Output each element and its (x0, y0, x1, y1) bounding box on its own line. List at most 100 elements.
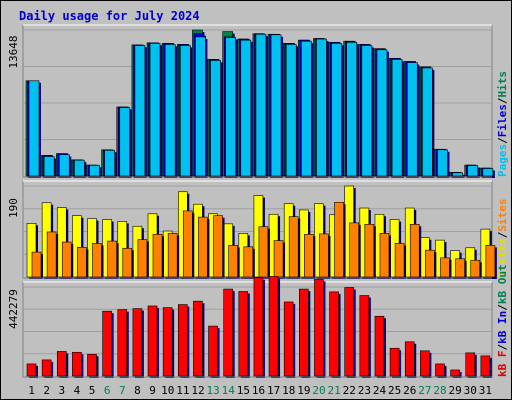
legend-entry: Hits (496, 71, 509, 98)
x-tick-label: 31 (479, 384, 492, 397)
bar-kb-f-day-4 (72, 351, 82, 377)
bar-sites-day-14 (228, 245, 238, 278)
bar-kb-f-day-16 (253, 277, 264, 377)
legend-entry: kB F (496, 351, 509, 378)
x-tick-label: 7 (119, 384, 126, 397)
bar-kb-f-day-29 (450, 369, 460, 377)
bar-kb-f-day-9 (147, 305, 158, 377)
bar-pages-day-14 (225, 37, 236, 177)
bar-sites-day-25 (394, 243, 405, 278)
bar-kb-f-day-21 (329, 291, 339, 377)
bar-sites-day-4 (77, 247, 87, 278)
bar-sites-day-26 (409, 224, 420, 278)
bar-pages-day-28 (437, 149, 448, 177)
bar-pages-day-29 (452, 172, 463, 177)
bar-kb-f-day-27 (420, 350, 430, 377)
bar-kb-f-day-5 (87, 353, 97, 377)
bar-sites-day-10 (167, 233, 178, 278)
panel-legend: kB F/kB In/kB Out (496, 264, 509, 377)
x-tick-label: 10 (161, 384, 174, 397)
legend-entry: / (496, 97, 509, 104)
bar-kb-f-day-7 (117, 309, 128, 377)
bar-pages-day-17 (270, 34, 282, 177)
bar-pages-day-22 (346, 41, 358, 177)
x-tick-label: 25 (388, 384, 401, 397)
bar-sites-day-7 (122, 247, 133, 278)
bar-kb-f-day-22 (344, 287, 355, 377)
bar-kb-f-day-3 (56, 351, 67, 377)
bar-pages-day-16 (255, 33, 267, 177)
x-tick-label: 20 (312, 384, 325, 397)
bar-pages-day-9 (149, 43, 161, 177)
bar-kb-f-day-10 (162, 307, 173, 377)
bar-pages-day-2 (43, 156, 55, 177)
bar-sites-day-9 (152, 234, 163, 278)
panel-legend: Visits/Sites (496, 199, 509, 279)
legend-entry: / (496, 137, 509, 144)
x-tick-label: 1 (28, 384, 35, 397)
bar-sites-day-3 (61, 241, 72, 278)
bar-pages-day-7 (119, 107, 131, 177)
bar-sites-day-8 (137, 239, 148, 278)
bar-kb-f-day-17 (268, 276, 279, 377)
bar-pages-day-11 (179, 45, 191, 177)
series-pages (28, 33, 495, 179)
panel-hits-files-pages: 13648 Pages/Files/Hits (7, 24, 509, 179)
bar-pages-day-18 (285, 44, 297, 177)
legend-entry: / (496, 344, 509, 351)
bar-sites-day-22 (349, 222, 360, 278)
x-tick-label: 5 (89, 384, 96, 397)
bar-kb-f-day-19 (299, 288, 309, 377)
series-sites (31, 201, 497, 279)
legend-entry: / (496, 304, 509, 311)
x-tick-label: 23 (358, 384, 371, 397)
bar-kb-f-day-15 (238, 291, 249, 377)
x-tick-label: 18 (282, 384, 295, 397)
legend-entry: Sites (496, 199, 509, 232)
x-tick-label: 13 (206, 384, 219, 397)
bar-sites-day-24 (379, 233, 390, 278)
bar-pages-day-20 (316, 38, 327, 177)
bar-kb-f-day-13 (208, 325, 218, 377)
x-tick-label: 6 (104, 384, 111, 397)
series-kb-f (26, 276, 492, 378)
bar-sites-day-16 (258, 226, 269, 278)
bar-sites-day-11 (182, 210, 193, 278)
legend-entry: Pages (496, 144, 509, 177)
legend-entry: / (496, 231, 509, 238)
x-tick-label: 3 (59, 384, 66, 397)
bar-kb-f-day-31 (480, 355, 491, 377)
bar-visits-day-1 (26, 223, 37, 278)
bar-pages-day-6 (104, 150, 115, 177)
bar-sites-day-23 (364, 224, 375, 278)
x-tick-label: 21 (328, 384, 341, 397)
bar-kb-f-day-25 (389, 347, 400, 377)
panel-legend: Pages/Files/Hits (496, 71, 509, 177)
x-tick-label: 29 (449, 384, 462, 397)
bar-kb-f-day-28 (435, 363, 445, 377)
bar-kb-f-day-12 (193, 300, 203, 377)
x-tick-label: 12 (191, 384, 204, 397)
panel-visits-sites: 190 Visits/Sites (7, 180, 509, 279)
bar-sites-day-19 (304, 234, 314, 278)
bar-sites-day-5 (92, 243, 102, 278)
bar-pages-day-12 (195, 36, 206, 177)
bar-pages-day-1 (28, 80, 40, 177)
bar-kb-f-day-18 (283, 301, 294, 377)
bar-pages-day-29-shadow (454, 174, 465, 178)
y-max-label: 13648 (7, 35, 20, 68)
x-tick-label: 11 (176, 384, 189, 397)
bar-pages-day-24 (376, 49, 388, 177)
bar-pages-day-30 (467, 165, 479, 177)
bar-kb-f-day-14 (223, 288, 233, 377)
y-max-label: 190 (7, 198, 20, 218)
bar-sites-day-27 (425, 249, 435, 278)
bar-sites-day-20 (319, 233, 329, 278)
x-tick-label: 24 (373, 384, 387, 397)
bar-pages-day-25 (391, 59, 403, 177)
bar-pages-day-10 (164, 44, 176, 177)
bar-pages-day-8 (134, 45, 146, 177)
bar-sites-day-15 (243, 246, 254, 278)
